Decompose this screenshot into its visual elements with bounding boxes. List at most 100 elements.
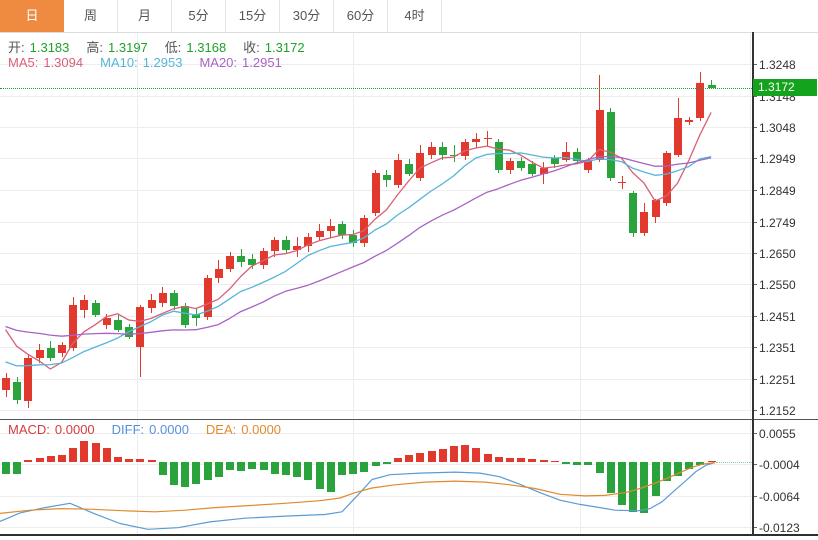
tab-60min[interactable]: 60分 [334, 0, 388, 32]
candle-down [192, 314, 201, 318]
macd-bar [371, 462, 380, 467]
readout-label: 低: [164, 40, 182, 55]
macd-bar [248, 462, 257, 469]
macd-bar [2, 462, 10, 474]
candle-down [114, 320, 122, 331]
macd-bar [136, 459, 145, 462]
macd-bar [13, 462, 22, 474]
candle-up [2, 378, 10, 391]
candle-down [405, 164, 414, 174]
candle-up [562, 151, 570, 160]
gridline [0, 379, 752, 380]
macd-bar [606, 462, 615, 493]
gridline [0, 527, 752, 528]
gridline [0, 496, 752, 497]
candle-up [326, 225, 335, 231]
macd-bar [349, 462, 358, 474]
candle-down [125, 326, 134, 338]
candle-up [35, 350, 44, 359]
readout-value: 0.0000 [241, 422, 282, 437]
gridline [0, 222, 752, 223]
candle-up [618, 181, 626, 184]
axis-label: -0.0123 [759, 521, 800, 535]
gridline [0, 347, 752, 348]
candle-up [147, 300, 156, 309]
tab-daily[interactable]: 日 [0, 0, 64, 32]
ohlc-readout: 开: 1.3183 高: 1.3197 低: 1.3168 收: 1.3172 [8, 37, 322, 56]
candle-up [416, 153, 425, 178]
macd-bar [629, 462, 638, 513]
macd-bar [69, 448, 78, 462]
axis-label: 1.2451 [759, 310, 796, 324]
candle-up [394, 159, 402, 185]
macd-bar [114, 456, 122, 462]
macd-bar [562, 462, 570, 465]
macd-bar [125, 458, 134, 462]
axis-tick [753, 410, 757, 411]
candle-down [13, 382, 22, 401]
macd-bar [662, 462, 671, 482]
candle-down [382, 175, 391, 181]
macd-bar [640, 462, 649, 514]
tab-monthly[interactable]: 月 [118, 0, 172, 32]
macd-bar [237, 462, 246, 471]
candle-up [685, 120, 694, 122]
macd-bar [461, 445, 470, 462]
gridline [0, 127, 752, 128]
gridline [0, 284, 752, 285]
axis-label: 1.3048 [759, 121, 796, 135]
macd-bar [550, 460, 559, 462]
ma-readout: MA5: 1.3094 MA10: 1.2953 MA20: 1.2951 [8, 55, 299, 70]
candle-down [438, 147, 447, 155]
readout-value: 1.3168 [186, 40, 227, 55]
tab-5min[interactable]: 5分 [172, 0, 226, 32]
axis-border [752, 32, 754, 536]
readout-label: 开: [8, 40, 25, 55]
axis-tick [753, 127, 757, 128]
axis-tick [753, 379, 757, 380]
axis-label: 1.3248 [759, 58, 796, 72]
macd-bar [203, 462, 212, 481]
tab-15min[interactable]: 15分 [226, 0, 280, 32]
macd-bar [326, 462, 335, 493]
candle-up [662, 153, 671, 204]
candle-up [259, 251, 268, 266]
macd-bar [506, 457, 514, 462]
axis-tick [753, 496, 757, 497]
current-price-badge: 1.3172 [753, 79, 817, 96]
tab-4hour[interactable]: 4时 [388, 0, 442, 32]
candle-down [494, 141, 503, 171]
candle-up [640, 212, 649, 234]
axis-tick [753, 284, 757, 285]
gridline [0, 410, 752, 411]
axis-tick [753, 96, 757, 97]
axis-tick [753, 222, 757, 223]
candle-up [360, 218, 369, 244]
macd-bar [416, 452, 425, 462]
macd-bar [427, 451, 436, 462]
readout-value: 1.3183 [29, 40, 70, 55]
candle-up [595, 110, 604, 160]
candle-down [517, 161, 526, 168]
axis-label: 1.2650 [759, 247, 796, 261]
axis-tick [753, 527, 757, 528]
macd-bar [595, 462, 604, 473]
axis-label: -0.0004 [759, 458, 800, 472]
candle-down [450, 154, 458, 157]
macd-bar [58, 454, 66, 462]
macd-zero-dotted-line [716, 462, 752, 463]
candle-down [707, 84, 716, 88]
axis-label: 1.2550 [759, 278, 796, 292]
candle-up [203, 278, 212, 317]
gridline [0, 96, 752, 97]
tab-weekly[interactable]: 周 [64, 0, 118, 32]
candle-down [550, 158, 559, 165]
axis-tick [753, 433, 757, 434]
macd-bar [651, 462, 660, 496]
candle-up [158, 293, 167, 304]
candle-up [674, 117, 682, 155]
macd-bar [707, 460, 716, 462]
tab-30min[interactable]: 30分 [280, 0, 334, 32]
axis-tick [753, 190, 757, 191]
